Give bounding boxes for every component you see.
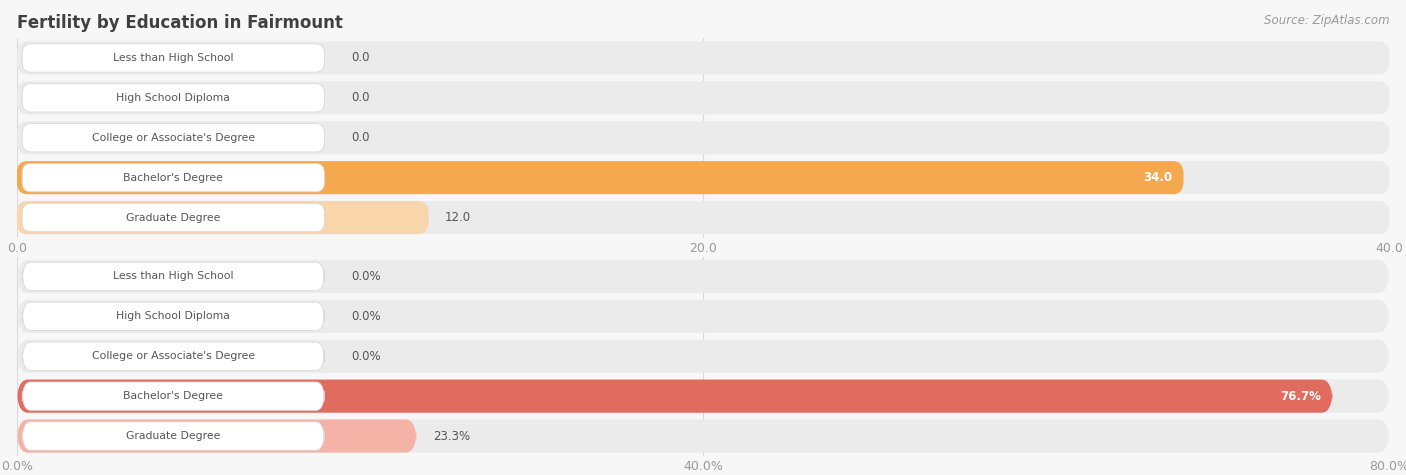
FancyBboxPatch shape [17,260,1389,293]
Text: Bachelor's Degree: Bachelor's Degree [124,391,224,401]
Text: Source: ZipAtlas.com: Source: ZipAtlas.com [1264,14,1389,27]
Text: 0.0%: 0.0% [352,350,381,363]
FancyBboxPatch shape [22,262,325,291]
FancyBboxPatch shape [17,380,1333,413]
FancyBboxPatch shape [22,382,325,410]
FancyBboxPatch shape [22,124,325,152]
Text: 12.0: 12.0 [446,211,471,224]
FancyBboxPatch shape [17,201,1389,234]
FancyBboxPatch shape [22,342,325,370]
FancyBboxPatch shape [22,422,325,450]
Text: 0.0%: 0.0% [352,270,381,283]
FancyBboxPatch shape [22,44,325,72]
Text: Fertility by Education in Fairmount: Fertility by Education in Fairmount [17,14,343,32]
FancyBboxPatch shape [22,203,325,232]
FancyBboxPatch shape [17,340,1389,373]
Text: 34.0: 34.0 [1143,171,1173,184]
FancyBboxPatch shape [17,81,1389,114]
Text: 76.7%: 76.7% [1281,390,1322,403]
FancyBboxPatch shape [17,41,1389,75]
FancyBboxPatch shape [17,161,1389,194]
Text: 0.0%: 0.0% [352,310,381,323]
Text: 0.0: 0.0 [352,51,370,65]
Text: Graduate Degree: Graduate Degree [127,212,221,223]
FancyBboxPatch shape [22,163,325,192]
Text: Less than High School: Less than High School [112,271,233,282]
FancyBboxPatch shape [17,419,1389,453]
FancyBboxPatch shape [17,201,429,234]
Text: Graduate Degree: Graduate Degree [127,431,221,441]
FancyBboxPatch shape [17,121,1389,154]
Text: Less than High School: Less than High School [112,53,233,63]
FancyBboxPatch shape [17,419,416,453]
FancyBboxPatch shape [17,161,1184,194]
FancyBboxPatch shape [17,380,1389,413]
Text: 0.0: 0.0 [352,131,370,144]
Text: College or Associate's Degree: College or Associate's Degree [91,351,254,361]
Text: High School Diploma: High School Diploma [117,93,231,103]
FancyBboxPatch shape [22,84,325,112]
Text: 23.3%: 23.3% [433,429,470,443]
FancyBboxPatch shape [22,302,325,331]
Text: High School Diploma: High School Diploma [117,311,231,322]
FancyBboxPatch shape [17,300,1389,333]
Text: College or Associate's Degree: College or Associate's Degree [91,133,254,143]
Text: Bachelor's Degree: Bachelor's Degree [124,172,224,183]
Text: 0.0: 0.0 [352,91,370,104]
